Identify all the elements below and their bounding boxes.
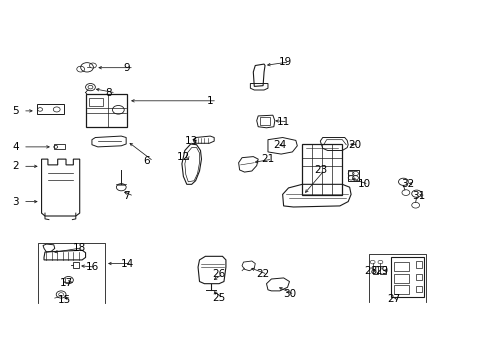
Text: 6: 6 (142, 156, 149, 166)
Text: 19: 19 (278, 57, 291, 67)
Text: 32: 32 (400, 179, 413, 189)
Text: 30: 30 (283, 289, 296, 300)
Text: 15: 15 (58, 294, 71, 305)
Bar (415, 286, 421, 292)
Text: 21: 21 (261, 154, 274, 164)
Bar (302, 144, 342, 195)
Bar (393, 274, 408, 283)
Bar (415, 261, 421, 268)
Text: 1: 1 (206, 96, 213, 106)
Text: 3: 3 (12, 197, 19, 207)
Text: 25: 25 (212, 293, 225, 303)
Bar (54, 144, 64, 149)
Text: 18: 18 (72, 243, 85, 253)
Text: 31: 31 (411, 191, 424, 201)
Text: 24: 24 (272, 140, 285, 150)
Bar (347, 170, 358, 181)
Text: 29: 29 (375, 266, 388, 276)
Text: 14: 14 (121, 258, 134, 269)
Text: 27: 27 (386, 294, 400, 304)
Bar (37, 104, 63, 114)
Bar (393, 285, 408, 294)
Text: 13: 13 (184, 136, 198, 146)
Bar (390, 257, 424, 297)
Bar (380, 266, 386, 274)
Text: 9: 9 (123, 63, 130, 73)
Text: 8: 8 (105, 88, 112, 98)
Text: 2: 2 (12, 161, 19, 171)
Bar (85, 94, 127, 127)
Text: 23: 23 (313, 165, 326, 175)
Text: 5: 5 (12, 106, 19, 116)
Text: 16: 16 (85, 262, 99, 272)
Bar (73, 262, 79, 268)
Text: 20: 20 (347, 140, 361, 150)
Bar (393, 262, 408, 271)
Text: 26: 26 (212, 269, 225, 279)
Text: 22: 22 (256, 269, 269, 279)
Text: 11: 11 (277, 117, 290, 127)
Text: 7: 7 (123, 191, 130, 201)
Bar (260, 117, 269, 125)
Bar (415, 274, 421, 280)
Text: 17: 17 (60, 278, 73, 288)
Text: 4: 4 (12, 142, 19, 152)
Text: 10: 10 (357, 179, 370, 189)
Text: 28: 28 (364, 266, 377, 276)
Bar (372, 266, 378, 274)
Text: 12: 12 (177, 152, 190, 162)
Bar (89, 98, 102, 106)
